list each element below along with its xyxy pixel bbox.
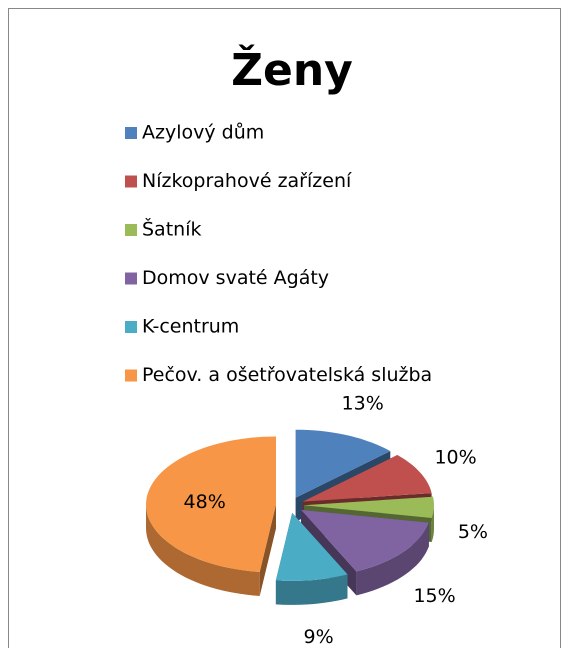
legend-label: Nízkoprahové zařízení [142,170,352,192]
legend-swatch [125,321,137,333]
data-label: 10% [434,447,476,469]
legend-label: Azylový dům [142,122,264,144]
legend-label: Domov svaté Agáty [142,267,329,289]
slice [295,429,391,498]
data-label: 13% [342,393,384,415]
data-label: 48% [184,491,226,513]
data-label: 15% [413,585,455,607]
legend-swatch [125,127,137,139]
slice-side [259,504,276,596]
chart-frame [8,8,561,652]
legend-swatch [125,272,137,285]
slice-side [356,522,429,596]
data-label: 9% [304,626,334,648]
slice [146,436,276,572]
legend-label: K-centrum [142,316,239,338]
legend-swatch [125,224,137,236]
slice [275,512,348,581]
legend-label: Šatník [142,217,201,241]
slice [302,455,432,502]
legend-swatch [125,175,137,188]
pie-slice [146,436,276,596]
legend-label: Pečov. a ošetřovatelská služba [142,364,432,386]
slice [304,496,434,518]
slice-side [275,574,348,605]
slice-side [431,505,434,542]
chart-title: Ženy [231,43,353,96]
pie-slice [275,512,348,605]
slice-side [146,504,260,596]
data-label: 5% [458,521,488,543]
legend-swatch [125,369,137,382]
slice [301,509,429,572]
